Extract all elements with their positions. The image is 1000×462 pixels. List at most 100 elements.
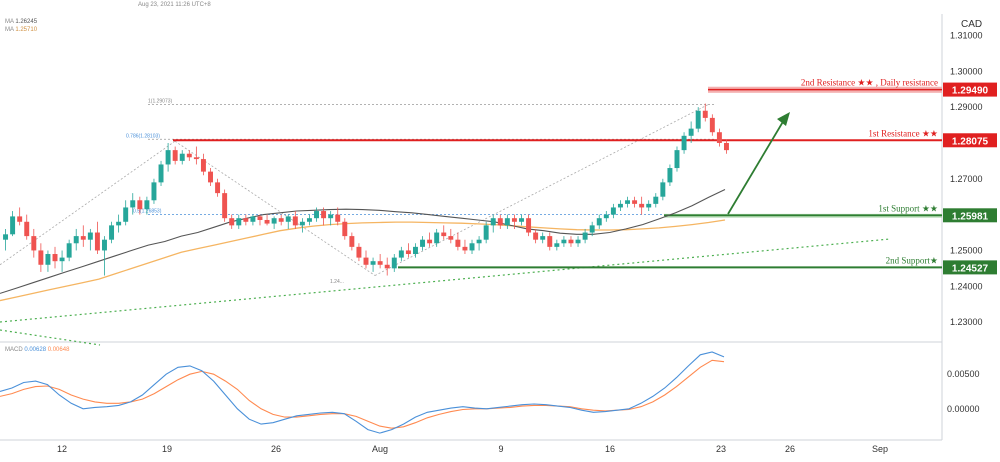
ma-slow-legend: MA 1.25710 [5,27,37,33]
currency-label: CAD [961,19,983,30]
candle-body [681,135,687,151]
candle-body [66,243,72,258]
candle-body [193,157,199,160]
fib-1-label: 1(1.29073) [148,99,173,105]
candle-body [292,216,298,226]
candle-body [151,182,157,201]
candle-body [667,168,673,183]
candle-body [87,232,93,240]
price-tick-label: 1.27000 [950,174,983,184]
candle-body [144,200,150,210]
price-label-badge [943,82,997,97]
price-label-text: 1.28075 [952,136,989,147]
candle-body [547,236,553,247]
candle-body [172,150,178,161]
candle-body [716,132,722,143]
candle-body [688,128,694,136]
candle-body [236,218,242,226]
candle-body [278,218,284,222]
price-tick-label: 1.25000 [950,245,983,255]
price-label-badge [943,133,997,148]
macd-title: MACD [5,347,23,353]
chart-timestamp: Aug 23, 2021 11:26 UTC+8 [138,2,211,8]
candle-body [243,218,249,222]
candle-body [398,250,404,258]
candle-body [130,200,136,208]
macd-legend: MACD 0.00628 0.00648 [5,347,69,353]
candle-body [200,159,206,172]
candle-body [568,239,574,244]
candle-body [441,232,447,237]
macd-line [0,351,725,434]
candle-body [554,243,560,247]
candle-body [179,153,185,161]
candle-body [561,239,567,244]
support-2-annotation: 2nd Support★ [886,255,938,265]
ma-fast-line [0,189,726,294]
candle-body [575,239,581,244]
candle-body [116,221,122,226]
candle-body [427,239,433,244]
candle-body [24,221,30,237]
price-label-text: 1.25981 [952,211,989,222]
candle-body [17,216,23,222]
candle-body [413,246,418,255]
fib-0-label: 1.24... [330,279,344,285]
macd-value: 0.00628 [24,347,47,353]
candle-body [702,110,708,118]
time-tick-label: 19 [162,444,172,454]
projection-arrow-line [727,119,785,215]
candle-body [511,218,517,222]
candle-body [533,232,539,240]
candle-body [476,239,482,244]
candle-body [10,216,16,235]
time-tick-label: 9 [498,444,503,454]
candle-body [709,117,715,133]
price-tick-label: 1.30000 [950,66,983,76]
candle-body [257,216,263,220]
candle-body [363,257,369,265]
projection-arrowhead [777,112,790,126]
price-label-badge [943,260,997,275]
price-tick-label: 1.23000 [950,317,983,327]
candle-body [137,200,143,210]
signal-line [0,359,725,429]
candle-body [448,236,454,240]
ma-fast-label: MA [5,19,14,25]
candle-body [306,218,312,222]
ma-slow-value: 1.25710 [15,27,38,33]
candle-body [80,236,86,240]
candle-body [165,150,171,165]
price-tick-label: 1.24000 [950,281,983,291]
candle-body [321,211,327,219]
time-tick-label: 16 [605,444,615,454]
time-tick-label: 12 [57,444,67,454]
macd-tick-label: 0.00000 [947,404,980,414]
candle-body [342,221,348,237]
time-tick-label: 26 [785,444,795,454]
candle-body [483,225,489,240]
ma-fast-value: 1.26245 [15,19,38,25]
candle-body [271,218,277,224]
candle-body [186,153,192,158]
candle-body [52,254,58,262]
fib-diagonal-line [174,140,376,276]
candle-body [391,257,397,269]
macd-tick-label: 0.00500 [947,369,980,379]
candle-body [285,216,291,222]
candle-body [377,261,383,265]
candle-body [519,218,524,222]
candle-body [250,216,256,222]
candle-body [31,236,37,251]
candle-body [469,243,475,251]
candle-body [222,193,228,219]
rising-trendline [0,238,891,323]
candle-body [610,207,616,215]
candle-body [45,254,51,265]
candle-body [420,239,426,247]
time-tick-label: Aug [372,444,388,454]
candle-body [73,236,79,244]
candle-body [723,142,729,151]
candle-body [639,203,645,208]
